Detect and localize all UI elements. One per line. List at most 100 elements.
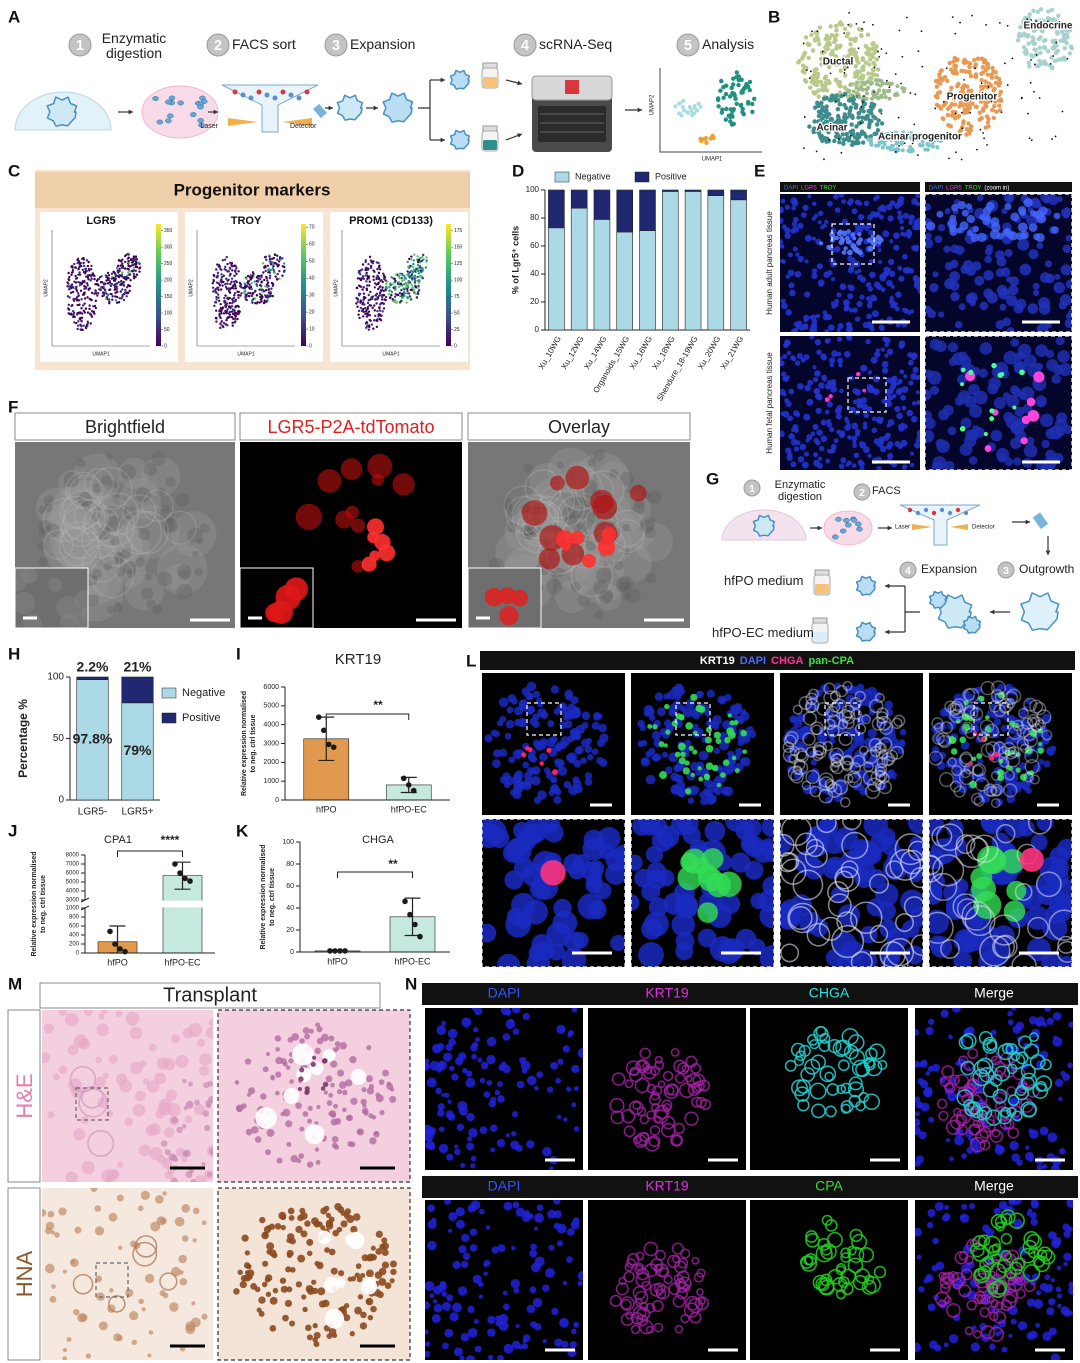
point	[980, 107, 986, 112]
point	[957, 104, 962, 109]
point	[973, 104, 979, 110]
velocity-arrow	[1035, 54, 1038, 56]
cell	[1025, 436, 1035, 446]
cell	[1035, 344, 1049, 357]
cell	[90, 554, 135, 599]
cell	[849, 696, 862, 710]
cell-point	[228, 261, 232, 265]
point	[977, 110, 982, 115]
cell	[829, 380, 837, 388]
cell	[793, 446, 800, 452]
cell	[830, 761, 844, 775]
cell	[805, 692, 818, 706]
point	[884, 81, 889, 86]
cell	[783, 342, 789, 349]
cell	[553, 708, 561, 715]
point	[888, 135, 893, 140]
cell	[523, 463, 533, 473]
cell	[35, 487, 76, 528]
cell-point	[135, 258, 139, 261]
point	[1051, 39, 1056, 45]
cell	[684, 760, 690, 766]
point	[750, 101, 755, 107]
cell	[834, 866, 861, 893]
cell-point	[254, 290, 257, 293]
cell	[889, 200, 896, 206]
bar-segment	[662, 191, 679, 331]
point	[815, 100, 820, 105]
point	[841, 141, 846, 146]
cell	[340, 458, 363, 480]
cell	[938, 751, 947, 760]
cell	[585, 540, 597, 551]
cell	[867, 370, 873, 375]
cell	[15, 568, 30, 592]
point	[1032, 47, 1037, 52]
cell	[81, 500, 92, 511]
panel-letter: L	[466, 651, 476, 670]
cell	[42, 502, 84, 544]
cell	[895, 322, 901, 328]
point	[837, 102, 843, 107]
cell-point	[364, 268, 367, 271]
cell	[705, 762, 714, 771]
cell	[553, 898, 572, 918]
cell	[187, 527, 203, 544]
point	[731, 106, 736, 112]
cell	[811, 703, 819, 711]
point	[741, 86, 746, 92]
point	[731, 76, 736, 81]
cell	[878, 772, 890, 784]
point	[908, 145, 913, 150]
cell-point	[81, 304, 85, 307]
panel-letter: M	[8, 974, 22, 993]
y-tick-label: 40	[530, 269, 539, 278]
point	[921, 133, 926, 138]
channel-name: DAPI	[740, 655, 766, 667]
cell	[784, 754, 792, 762]
cell	[910, 354, 917, 361]
cell	[932, 271, 939, 278]
cell	[695, 690, 704, 699]
cell	[850, 951, 873, 967]
cell	[786, 454, 793, 461]
cell	[868, 873, 889, 894]
cell	[847, 267, 854, 274]
step-number: 5	[684, 38, 692, 54]
cell	[982, 217, 991, 226]
cell	[999, 303, 1007, 311]
cell	[575, 452, 630, 507]
cell	[547, 943, 566, 961]
point	[1035, 9, 1041, 14]
cell-point	[113, 284, 116, 287]
cell	[811, 268, 818, 274]
colorbar	[156, 224, 161, 346]
cell	[876, 465, 882, 470]
point	[840, 132, 846, 137]
point	[992, 103, 997, 109]
point	[721, 84, 726, 90]
velocity-arrow	[897, 116, 900, 119]
cell	[983, 270, 994, 281]
organoid	[449, 129, 471, 150]
cell-point	[121, 262, 124, 265]
point	[824, 95, 829, 101]
cell	[810, 431, 816, 436]
cell	[361, 556, 377, 572]
cell	[1017, 343, 1032, 358]
cell	[1020, 230, 1029, 240]
cell	[978, 368, 988, 378]
cell-point	[224, 304, 227, 307]
cell	[801, 461, 809, 469]
cell	[1019, 369, 1025, 376]
label: Detector	[972, 525, 995, 531]
cell	[798, 769, 806, 777]
point	[920, 139, 925, 144]
header-bar	[780, 182, 920, 192]
cell-point	[88, 304, 91, 307]
cell-point	[357, 313, 360, 316]
cell	[676, 780, 686, 790]
cell	[670, 772, 679, 782]
point	[991, 115, 997, 121]
cell	[781, 302, 788, 310]
